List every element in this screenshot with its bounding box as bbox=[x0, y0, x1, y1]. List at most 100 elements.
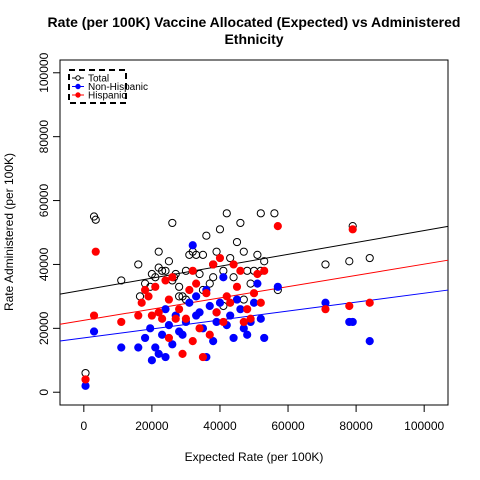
data-point bbox=[175, 282, 184, 291]
data-point bbox=[188, 337, 197, 346]
data-point bbox=[81, 375, 90, 384]
data-point bbox=[154, 247, 163, 256]
data-point bbox=[164, 257, 174, 266]
data-point bbox=[345, 257, 354, 266]
data-points bbox=[81, 209, 374, 390]
data-point bbox=[236, 266, 245, 275]
data-point bbox=[209, 260, 218, 269]
regression-line bbox=[59, 289, 449, 342]
data-point bbox=[161, 266, 170, 275]
data-point bbox=[273, 282, 282, 291]
x-axis: 0 20000 40000 60000 80000 100000 bbox=[80, 404, 445, 433]
data-point bbox=[188, 266, 197, 275]
data-point bbox=[222, 292, 231, 301]
data-point bbox=[209, 337, 218, 346]
data-point bbox=[161, 276, 170, 285]
data-point bbox=[175, 305, 184, 314]
legend-marker bbox=[75, 83, 81, 90]
data-point bbox=[222, 209, 231, 218]
data-point bbox=[168, 340, 177, 349]
data-point bbox=[215, 298, 225, 307]
plot-frame bbox=[59, 59, 449, 406]
x-tick-label: 100000 bbox=[404, 419, 444, 433]
data-point bbox=[195, 324, 204, 333]
data-point bbox=[185, 285, 194, 295]
data-point bbox=[151, 282, 160, 291]
data-point bbox=[236, 218, 245, 228]
data-point bbox=[365, 253, 374, 263]
data-point bbox=[236, 305, 245, 314]
data-point bbox=[321, 305, 330, 314]
data-point bbox=[205, 301, 214, 311]
data-point bbox=[154, 308, 163, 317]
data-point bbox=[243, 305, 252, 314]
data-point bbox=[348, 225, 357, 234]
data-point bbox=[249, 289, 259, 298]
data-point bbox=[151, 343, 160, 352]
data-point bbox=[239, 317, 248, 327]
data-point bbox=[219, 317, 228, 327]
x-tick-label: 20000 bbox=[135, 419, 169, 433]
data-point bbox=[164, 295, 174, 304]
data-point bbox=[253, 269, 262, 279]
legend-label: Non-Hispanic bbox=[88, 82, 148, 93]
legend-marker bbox=[75, 92, 81, 98]
data-point bbox=[232, 282, 242, 291]
data-point bbox=[147, 311, 156, 320]
data-point bbox=[117, 343, 126, 352]
data-point bbox=[158, 330, 167, 339]
data-point bbox=[273, 222, 282, 231]
data-point bbox=[202, 231, 211, 240]
data-point bbox=[246, 314, 255, 323]
data-point bbox=[144, 292, 153, 301]
data-point bbox=[365, 298, 374, 307]
data-point bbox=[345, 301, 354, 311]
data-point bbox=[147, 356, 156, 365]
legend-marker bbox=[75, 75, 81, 81]
data-point bbox=[348, 317, 357, 327]
data-point bbox=[270, 209, 279, 218]
data-point bbox=[256, 209, 265, 218]
data-point bbox=[178, 349, 187, 358]
data-point bbox=[232, 295, 242, 304]
data-point bbox=[226, 253, 235, 263]
data-point bbox=[134, 260, 143, 269]
data-point bbox=[256, 298, 265, 307]
data-point bbox=[243, 330, 252, 339]
data-point bbox=[212, 317, 221, 327]
data-point bbox=[134, 311, 143, 320]
data-point bbox=[215, 225, 225, 234]
y-tick-label: 100000 bbox=[37, 52, 51, 92]
data-point bbox=[205, 330, 214, 339]
data-point bbox=[321, 260, 330, 269]
y-axis: 0 20000 40000 60000 80000 100000 bbox=[37, 52, 61, 396]
data-point bbox=[192, 292, 201, 301]
data-point bbox=[192, 279, 201, 288]
data-point bbox=[229, 273, 238, 282]
regression-line bbox=[59, 225, 449, 295]
data-point bbox=[164, 321, 174, 330]
data-point bbox=[168, 273, 177, 282]
data-point bbox=[260, 257, 269, 266]
data-point bbox=[195, 269, 204, 279]
y-tick-label: 40000 bbox=[37, 247, 51, 281]
data-point bbox=[253, 279, 262, 288]
data-point bbox=[226, 311, 235, 320]
data-point bbox=[246, 279, 255, 288]
data-point bbox=[185, 298, 194, 307]
data-point bbox=[215, 253, 225, 263]
data-point bbox=[178, 330, 187, 339]
data-point bbox=[140, 285, 150, 295]
y-tick-label: 0 bbox=[37, 389, 51, 396]
data-point bbox=[175, 292, 184, 301]
data-point bbox=[209, 273, 218, 282]
data-point bbox=[91, 215, 100, 224]
y-tick-label: 80000 bbox=[37, 120, 51, 154]
x-tick-label: 60000 bbox=[271, 419, 305, 433]
data-point bbox=[140, 333, 150, 343]
x-tick-label: 40000 bbox=[203, 419, 237, 433]
data-point bbox=[253, 250, 262, 259]
data-point bbox=[146, 324, 155, 333]
